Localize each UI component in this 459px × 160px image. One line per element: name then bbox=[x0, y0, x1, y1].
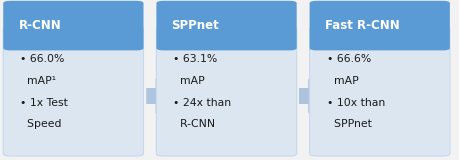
Text: R-CNN: R-CNN bbox=[173, 119, 215, 129]
FancyBboxPatch shape bbox=[3, 1, 143, 50]
Text: • 66.6%: • 66.6% bbox=[326, 54, 370, 64]
FancyBboxPatch shape bbox=[156, 26, 296, 156]
Text: Fast R-CNN: Fast R-CNN bbox=[324, 19, 398, 32]
Text: • 1x Test: • 1x Test bbox=[20, 98, 68, 108]
Text: mAP: mAP bbox=[173, 76, 205, 86]
Text: Speed: Speed bbox=[20, 119, 62, 129]
Text: SPPnet: SPPnet bbox=[326, 119, 371, 129]
FancyBboxPatch shape bbox=[156, 1, 296, 50]
Text: mAP¹: mAP¹ bbox=[20, 76, 56, 86]
Text: mAP: mAP bbox=[326, 76, 358, 86]
Text: R-CNN: R-CNN bbox=[18, 19, 61, 32]
FancyArrow shape bbox=[146, 78, 167, 114]
Text: • 10x than: • 10x than bbox=[326, 98, 384, 108]
Text: • 66.0%: • 66.0% bbox=[20, 54, 64, 64]
FancyBboxPatch shape bbox=[309, 1, 449, 50]
Text: • 63.1%: • 63.1% bbox=[173, 54, 217, 64]
FancyBboxPatch shape bbox=[309, 26, 449, 156]
FancyArrow shape bbox=[298, 78, 319, 114]
FancyBboxPatch shape bbox=[3, 26, 143, 156]
Text: • 24x than: • 24x than bbox=[173, 98, 231, 108]
Text: SPPnet: SPPnet bbox=[171, 19, 219, 32]
